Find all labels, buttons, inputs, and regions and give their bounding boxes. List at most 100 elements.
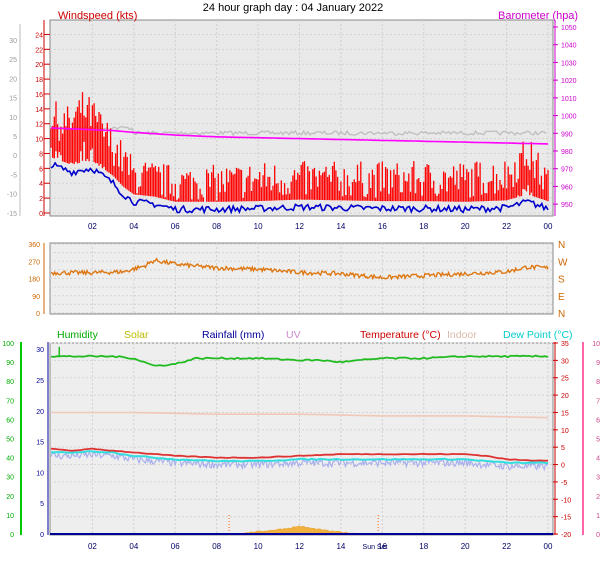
windspeed-tick-label: 24 xyxy=(35,32,43,39)
x-tick-label: 06 xyxy=(171,222,180,231)
uv-tick-label: 3 xyxy=(596,475,600,482)
rainfall-axis: 30 25 20 15 10 5 0 xyxy=(36,342,49,539)
humidity-tick-label: 70 xyxy=(6,398,14,405)
windspeed-tick-label: 10 xyxy=(35,137,43,144)
x-tick-label: 08 xyxy=(212,542,221,551)
direction-tick-label: 270 xyxy=(28,259,40,266)
temperature-line xyxy=(50,447,548,462)
humidity-tick-label: 60 xyxy=(6,417,14,424)
windspeed-tick-label: 14 xyxy=(35,107,43,114)
windspeed-line xyxy=(50,161,549,215)
x-tick-label: 14 xyxy=(336,542,345,551)
temp-panel-grid xyxy=(50,342,553,535)
temperature-tick-label: -10 xyxy=(561,497,571,504)
dew-point-line xyxy=(50,450,549,465)
barometer-tick-label: 1020 xyxy=(561,78,577,85)
barometer-line xyxy=(50,127,549,145)
wind-direction-line xyxy=(50,257,549,281)
temperature-tick-label: 20 xyxy=(561,393,569,400)
uv-tick-label: 7 xyxy=(596,398,600,405)
x-tick-label: 04 xyxy=(129,222,138,231)
x-tick-label: 08 xyxy=(212,222,221,231)
temperature-tick-label: 30 xyxy=(561,358,569,365)
x-tick-label: 16 xyxy=(378,222,387,231)
direction-panel-background xyxy=(49,242,554,315)
solar-area xyxy=(233,525,366,535)
temp-panel-x-axis: 02 04 06 08 10 12 14 16 18 20 22 00 Sun Set xyxy=(88,542,553,551)
humidity-tick-label: 50 xyxy=(6,437,14,444)
x-tick-label: 22 xyxy=(502,222,511,231)
rainfall-tick-label: 10 xyxy=(36,470,44,477)
feels-like-line xyxy=(50,449,549,472)
x-tick-label: 20 xyxy=(461,542,470,551)
wind-panel-series xyxy=(50,92,549,215)
wind-panel-x-axis: 02 04 06 08 10 12 14 16 18 20 22 00 xyxy=(88,222,553,231)
barometer-axis: 1050 1040 1030 1020 1010 1000 990 980 970 960 950 xyxy=(553,20,577,216)
temp-panel-series xyxy=(50,346,553,535)
compass-tick-label: S xyxy=(558,275,565,286)
temperature-tick-label: 25 xyxy=(561,376,569,383)
direction-tick-label: 180 xyxy=(28,277,40,284)
rainfall-tick-label: 0 xyxy=(40,532,44,539)
x-tick-label: 20 xyxy=(461,222,470,231)
x-tick-label: 16 xyxy=(378,542,387,551)
barometer-tick-label: 990 xyxy=(561,131,573,138)
temperature-tick-label: -20 xyxy=(561,532,571,539)
indoor-line xyxy=(51,411,549,419)
x-tick-label: 18 xyxy=(419,542,428,551)
x-tick-label: 22 xyxy=(502,542,511,551)
temperature-tick-label: 15 xyxy=(561,410,569,417)
left-gray-tick-label: 25 xyxy=(9,57,17,64)
humidity-tick-label: 20 xyxy=(6,494,14,501)
rainfall-tick-label: 15 xyxy=(36,440,44,447)
windspeed-tick-label: 12 xyxy=(35,122,43,129)
uv-tick-label: 6 xyxy=(596,417,600,424)
compass-tick-label: N xyxy=(558,240,565,251)
left-gray-tick-label: 20 xyxy=(9,76,17,83)
windspeed-tick-label: 22 xyxy=(35,47,43,54)
sunset-label: Sun Set xyxy=(363,544,388,551)
temp-legend-item: Temperature (°C) xyxy=(360,329,441,341)
windspeed-tick-label: 16 xyxy=(35,92,43,99)
rainfall-tick-label: 30 xyxy=(36,347,44,354)
temperature-tick-label: 10 xyxy=(561,428,569,435)
left-gray-tick-label: 10 xyxy=(9,115,17,122)
barometer-tick-label: 1000 xyxy=(561,114,577,121)
temperature-tick-label: 0 xyxy=(561,463,565,470)
wind-panel-left-axis: 30 25 20 15 10 5 0 -5 -10 -15 xyxy=(7,24,21,218)
uv-tick-label: 5 xyxy=(596,437,600,444)
uv-tick-label: 9 xyxy=(596,360,600,367)
temp-panel-background xyxy=(49,342,554,536)
left-gray-tick-label: 5 xyxy=(13,134,17,141)
x-tick-label: 00 xyxy=(544,222,553,231)
temp-legend-item: Dew Point (°C) xyxy=(503,329,573,341)
temperature-tick-label: 35 xyxy=(561,341,569,348)
barometer-tick-label: 960 xyxy=(561,184,573,191)
x-tick-label: 02 xyxy=(88,222,97,231)
left-gray-tick-label: 30 xyxy=(9,38,17,45)
wind-panel-grid xyxy=(50,20,553,216)
direction-tick-label: 0 xyxy=(36,311,40,318)
humidity-tick-label: 100 xyxy=(2,341,14,348)
uv-tick-label: 8 xyxy=(596,379,600,386)
humidity-tick-label: 30 xyxy=(6,475,14,482)
windspeed-tick-label: 4 xyxy=(39,181,43,188)
left-gray-tick-label: -10 xyxy=(7,192,17,199)
windspeed-tick-label: 0 xyxy=(39,211,43,218)
direction-degrees-axis: 360 270 180 90 0 xyxy=(28,242,45,318)
humidity-line xyxy=(50,354,549,367)
barometer-tick-label: 950 xyxy=(561,202,573,209)
x-tick-label: 10 xyxy=(254,542,263,551)
temp-panel-legend: Humidity Solar Rainfall (mm) UV Temperature … xyxy=(57,329,573,341)
left-gray-tick-label: 15 xyxy=(9,96,17,103)
left-gray-tick-label: -15 xyxy=(7,211,17,218)
windspeed-tick-label: 8 xyxy=(39,151,43,158)
page-title: 24 hour graph day : 04 January 2022 xyxy=(203,2,383,14)
uv-tick-label: 2 xyxy=(596,494,600,501)
humidity-tick-label: 40 xyxy=(6,456,14,463)
temp-legend-item: Rainfall (mm) xyxy=(202,329,264,341)
x-tick-label: 00 xyxy=(544,542,553,551)
barometer-tick-label: 1030 xyxy=(561,60,577,67)
